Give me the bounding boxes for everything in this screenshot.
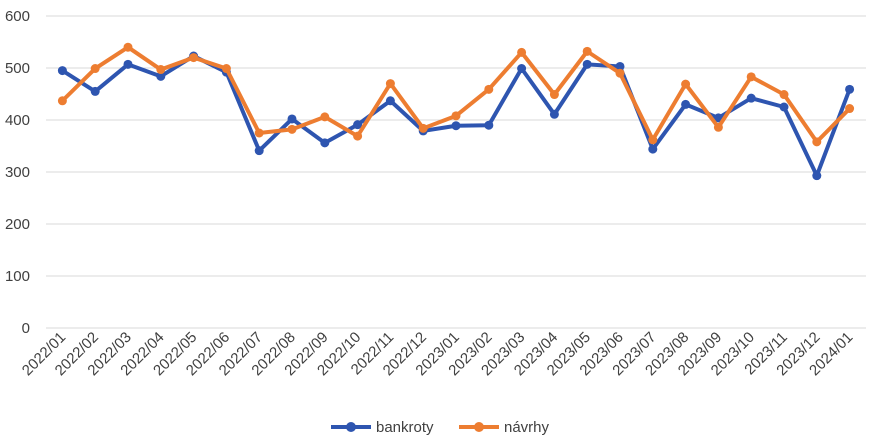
data-point <box>90 64 100 74</box>
data-point <box>746 72 756 82</box>
data-point <box>713 122 723 132</box>
data-point <box>287 124 297 134</box>
data-point <box>353 120 363 130</box>
data-point <box>615 68 625 78</box>
data-point <box>353 131 363 141</box>
data-point <box>123 42 133 52</box>
data-point <box>254 146 264 156</box>
y-tick-label: 600 <box>5 8 30 25</box>
data-point <box>320 138 330 148</box>
legend: bankroty návrhy <box>331 419 550 436</box>
data-point <box>648 135 658 145</box>
data-point <box>320 112 330 122</box>
data-point <box>812 137 822 147</box>
data-point <box>615 61 625 71</box>
data-point <box>287 114 297 124</box>
y-tick-label: 400 <box>5 112 30 129</box>
data-point <box>812 171 822 181</box>
data-point <box>681 79 691 89</box>
y-tick-label: 200 <box>5 216 30 233</box>
data-point <box>90 86 100 96</box>
data-point <box>418 123 428 133</box>
data-point <box>385 96 395 106</box>
data-point <box>385 79 395 89</box>
y-tick-label: 300 <box>5 164 30 181</box>
data-point <box>746 93 756 103</box>
data-point <box>582 46 592 56</box>
legend-label: návrhy <box>504 419 550 436</box>
legend-label: bankroty <box>376 419 434 436</box>
data-point <box>254 128 264 138</box>
y-tick-label: 0 <box>22 320 30 337</box>
data-point <box>845 104 855 114</box>
gridlines <box>46 15 866 329</box>
legend-item: návrhy <box>459 419 550 436</box>
data-point <box>517 47 527 57</box>
data-point <box>549 109 559 119</box>
data-point <box>484 120 494 130</box>
data-point <box>484 84 494 94</box>
data-point <box>57 66 67 76</box>
data-point <box>779 90 789 100</box>
legend-dot-marker <box>474 422 484 432</box>
data-point <box>189 53 199 63</box>
data-point <box>648 144 658 154</box>
data-point <box>123 59 133 69</box>
data-point <box>779 102 789 112</box>
data-point <box>156 65 166 75</box>
data-point <box>845 84 855 94</box>
legend-dot-marker <box>346 422 356 432</box>
data-point <box>681 99 691 109</box>
data-point <box>549 90 559 100</box>
y-tick-label: 500 <box>5 60 30 77</box>
data-point <box>517 64 527 74</box>
data-point <box>451 111 461 121</box>
data-point <box>451 121 461 131</box>
legend-item: bankroty <box>331 419 434 436</box>
x-axis: 2022/012022/022022/032022/042022/052022/… <box>19 329 857 379</box>
data-point <box>57 96 67 106</box>
data-point <box>582 59 592 69</box>
series-layer <box>57 42 855 181</box>
data-point <box>156 71 166 81</box>
y-axis: 0 100 200 300 400 500 600 <box>5 8 30 337</box>
y-tick-label: 100 <box>5 268 30 285</box>
data-point <box>221 64 231 74</box>
series-1 <box>57 42 855 147</box>
